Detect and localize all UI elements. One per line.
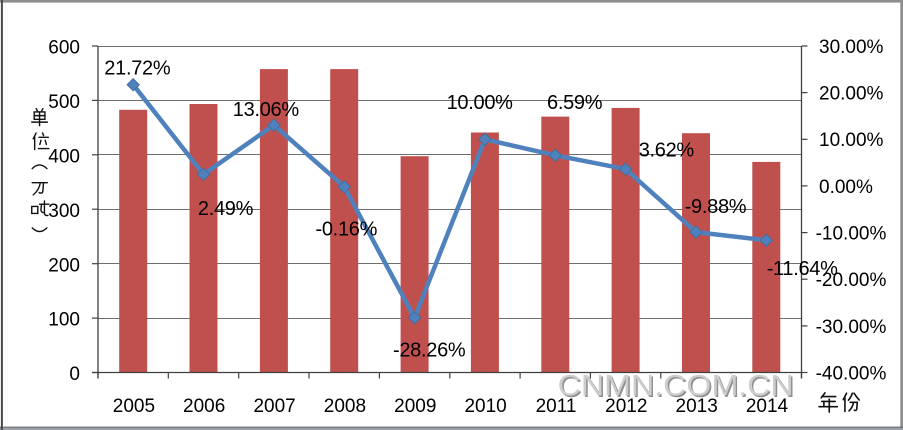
svg-text:0.00%: 0.00% [819, 177, 873, 198]
svg-text:CNMN.COM.CN: CNMN.COM.CN [556, 368, 792, 401]
svg-text:2010: 2010 [464, 396, 506, 417]
svg-text:-0.16%: -0.16% [316, 219, 378, 241]
svg-text:-28.26%: -28.26% [393, 340, 466, 362]
svg-text:200: 200 [48, 255, 80, 276]
svg-text:21.72%: 21.72% [104, 58, 171, 80]
svg-text:2009: 2009 [394, 396, 436, 417]
svg-text:3.62%: 3.62% [639, 139, 695, 161]
svg-text:-40.00%: -40.00% [816, 363, 887, 384]
svg-text:-20.00%: -20.00% [816, 270, 887, 291]
svg-text:100: 100 [48, 310, 80, 331]
svg-text:-30.00%: -30.00% [816, 317, 887, 338]
svg-text:CNMN.COM.CN: CNMN.COM.CN [559, 371, 795, 404]
svg-text:2012: 2012 [605, 396, 647, 417]
svg-text:2013: 2013 [676, 396, 718, 417]
svg-text:30.00%: 30.00% [819, 37, 884, 58]
svg-text:0: 0 [69, 364, 80, 385]
svg-text:2006: 2006 [183, 396, 225, 417]
svg-text:6.59%: 6.59% [547, 92, 603, 114]
svg-text:2008: 2008 [324, 396, 366, 417]
svg-text:-11.64%: -11.64% [767, 258, 838, 280]
svg-text:20.00%: 20.00% [819, 84, 884, 105]
svg-text:500: 500 [48, 92, 80, 113]
svg-text:-10.00%: -10.00% [816, 224, 887, 245]
svg-text:-9.88%: -9.88% [685, 196, 747, 218]
svg-text:13.06%: 13.06% [233, 99, 300, 121]
svg-text:10.00%: 10.00% [819, 130, 884, 151]
svg-text:2011: 2011 [536, 396, 577, 417]
svg-text:600: 600 [48, 38, 80, 59]
svg-text:2014: 2014 [746, 396, 789, 417]
svg-text:400: 400 [48, 146, 80, 167]
svg-text:2.49%: 2.49% [198, 198, 254, 220]
svg-text:CNMN.COM.CN: CNMN.COM.CN [558, 369, 794, 402]
svg-text:10.00%: 10.00% [447, 92, 514, 114]
svg-text:2005: 2005 [113, 396, 155, 417]
svg-text:300: 300 [48, 201, 80, 222]
svg-text:2007: 2007 [253, 396, 295, 417]
